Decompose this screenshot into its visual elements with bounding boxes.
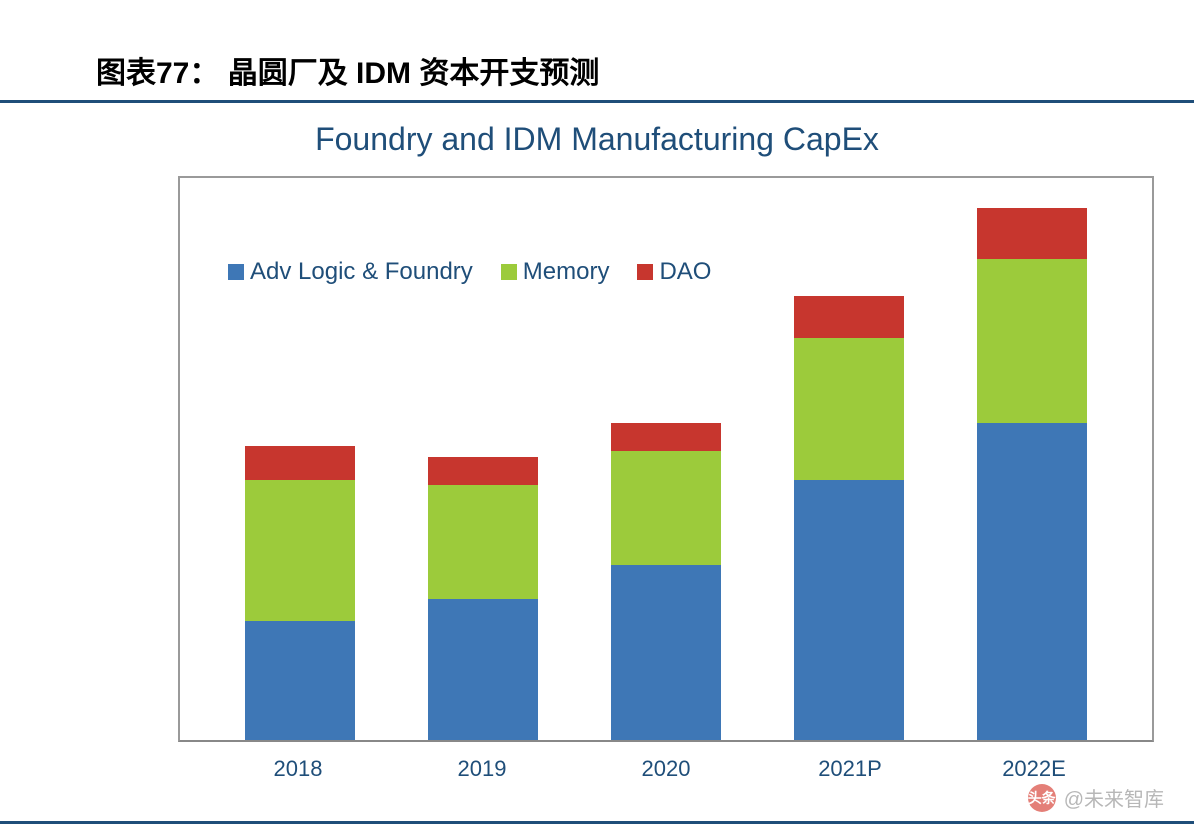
bar-segment [428, 457, 538, 485]
header-underline [0, 100, 1194, 103]
x-axis-label: 2020 [611, 756, 721, 782]
bar-segment [611, 451, 721, 564]
bar-group [794, 296, 904, 740]
bar-segment [794, 296, 904, 338]
chart-container: Adv Logic & Foundry Memory DAO 2018 2019 202… [178, 176, 1154, 782]
legend: Adv Logic & Foundry Memory DAO [228, 258, 711, 286]
bar-group [245, 446, 355, 740]
watermark-text: @未来智库 [1064, 783, 1164, 812]
bar-segment [428, 599, 538, 741]
bar-segment [611, 565, 721, 740]
bar-segment [611, 423, 721, 451]
x-axis-label: 2019 [427, 756, 537, 782]
x-axis: 2018 2019 2020 2021P 2022E [178, 742, 1154, 782]
chart-title-chinese: 图表77： 晶圆厂及 IDM 资本开支预测 [96, 48, 1194, 92]
x-axis-label: 2021P [795, 756, 905, 782]
bottom-underline [0, 821, 1194, 824]
bar-segment [245, 446, 355, 480]
bar-segment [245, 480, 355, 622]
legend-label: Memory [523, 258, 610, 286]
bar-group [977, 208, 1087, 740]
legend-label: DAO [659, 258, 711, 286]
bar-segment [794, 338, 904, 480]
bar-segment [245, 621, 355, 740]
legend-swatch [637, 264, 653, 280]
bar-segment [977, 423, 1087, 740]
legend-swatch [228, 264, 244, 280]
bar-segment [428, 485, 538, 598]
legend-swatch [501, 264, 517, 280]
legend-item: DAO [637, 258, 711, 286]
bar-segment [977, 259, 1087, 423]
x-axis-label: 2018 [243, 756, 353, 782]
plot-area: Adv Logic & Foundry Memory DAO [178, 176, 1154, 742]
legend-item: Adv Logic & Foundry [228, 258, 473, 286]
chart-header: 图表77： 晶圆厂及 IDM 资本开支预测 [0, 0, 1194, 92]
legend-label: Adv Logic & Foundry [250, 258, 473, 286]
watermark-icon: 头条 [1028, 784, 1056, 812]
watermark: 头条 @未来智库 [1028, 783, 1164, 812]
legend-item: Memory [501, 258, 610, 286]
chart-subtitle: Foundry and IDM Manufacturing CapEx [0, 121, 1194, 158]
bar-group [428, 457, 538, 740]
x-axis-label: 2022E [979, 756, 1089, 782]
bar-group [611, 423, 721, 740]
bar-segment [794, 480, 904, 740]
bar-segment [977, 208, 1087, 259]
